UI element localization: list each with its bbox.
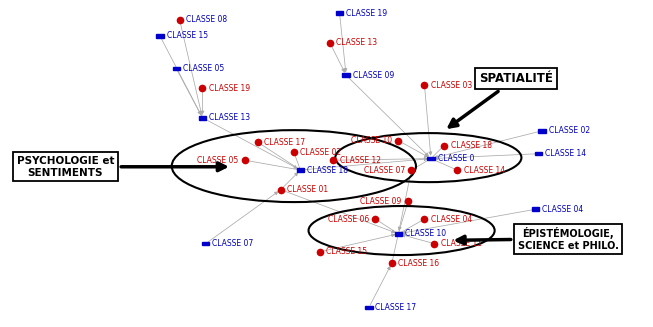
FancyBboxPatch shape <box>532 208 539 211</box>
FancyBboxPatch shape <box>428 157 435 160</box>
Text: CLASSE 05: CLASSE 05 <box>197 156 238 165</box>
Text: CLASSE 13: CLASSE 13 <box>336 38 377 47</box>
Text: CLASSE 02: CLASSE 02 <box>549 126 590 135</box>
Text: CLASSE 16: CLASSE 16 <box>398 259 439 268</box>
Text: ÉPISTÉMOLOGIE,
SCIENCE et PHILO.: ÉPISTÉMOLOGIE, SCIENCE et PHILO. <box>457 227 618 250</box>
Text: CLASSE 15: CLASSE 15 <box>326 247 368 256</box>
Text: CLASSE 01: CLASSE 01 <box>287 185 328 194</box>
Text: CLASSE 09: CLASSE 09 <box>353 71 394 80</box>
Text: CLASSE 14: CLASSE 14 <box>464 165 505 175</box>
FancyBboxPatch shape <box>538 129 546 133</box>
FancyBboxPatch shape <box>336 11 343 15</box>
Text: CLASSE 19: CLASSE 19 <box>209 84 250 93</box>
FancyBboxPatch shape <box>366 305 372 309</box>
Text: CLASSE 19: CLASSE 19 <box>346 9 387 18</box>
Text: CLASSE 02: CLASSE 02 <box>300 147 342 157</box>
Text: PSYCHOLOGIE et
SENTIMENTS: PSYCHOLOGIE et SENTIMENTS <box>16 156 225 178</box>
Text: SPATIALITÉ: SPATIALITÉ <box>449 72 553 127</box>
Text: CLASSE 17: CLASSE 17 <box>264 138 306 147</box>
FancyBboxPatch shape <box>394 232 402 235</box>
Text: CLASSE 04: CLASSE 04 <box>542 205 583 214</box>
Text: CLASSE 12: CLASSE 12 <box>340 156 381 165</box>
Text: CLASSE 07: CLASSE 07 <box>212 239 253 248</box>
Text: CLASSE 11: CLASSE 11 <box>441 239 482 248</box>
FancyBboxPatch shape <box>172 67 180 70</box>
FancyBboxPatch shape <box>343 73 350 77</box>
Text: CLASSE 06: CLASSE 06 <box>328 215 369 224</box>
FancyBboxPatch shape <box>199 116 206 119</box>
Text: CLASSE 14: CLASSE 14 <box>545 149 586 158</box>
Text: CLASSE 18: CLASSE 18 <box>307 165 348 175</box>
Text: CLASSE 04: CLASSE 04 <box>431 215 472 224</box>
FancyBboxPatch shape <box>202 242 210 245</box>
FancyBboxPatch shape <box>296 168 304 172</box>
Text: CLASSE 10: CLASSE 10 <box>351 136 392 145</box>
Text: CLASSE 09: CLASSE 09 <box>360 197 402 206</box>
Text: CLASSE 03: CLASSE 03 <box>431 80 472 90</box>
Text: CLASSE 15: CLASSE 15 <box>167 31 208 41</box>
FancyBboxPatch shape <box>157 34 163 38</box>
Text: CLASSE 18: CLASSE 18 <box>451 141 492 150</box>
Text: CLASSE 17: CLASSE 17 <box>375 303 417 312</box>
Text: CLASSE 08: CLASSE 08 <box>186 15 227 24</box>
Text: CLASSE 10: CLASSE 10 <box>405 229 446 238</box>
Text: CLASSE 05: CLASSE 05 <box>183 64 224 73</box>
Text: CLASSE 07: CLASSE 07 <box>364 165 405 175</box>
Text: CLASSE 0: CLASSE 0 <box>438 154 474 163</box>
Text: CLASSE 13: CLASSE 13 <box>209 113 250 122</box>
FancyBboxPatch shape <box>535 152 542 155</box>
